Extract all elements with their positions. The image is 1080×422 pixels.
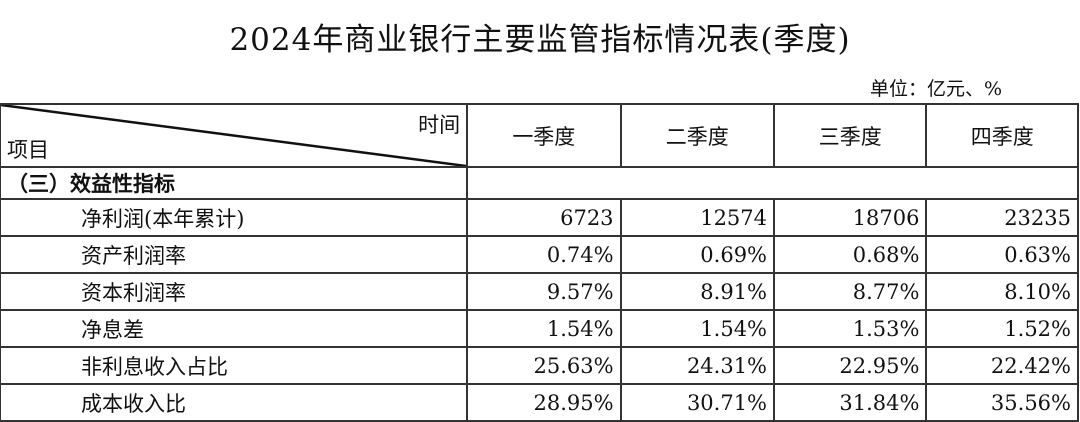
cell: 28.95%: [466, 383, 622, 422]
table-row: 资本利润率 9.57% 8.91% 8.77% 8.10%: [0, 272, 1079, 311]
cell: 30.71%: [619, 383, 776, 422]
header-q1: 一季度: [466, 103, 622, 168]
cell: 25.63%: [466, 346, 622, 385]
indicator-table: 时间 项目 一季度 二季度 三季度 四季度 （三）效益性指标 净利润(本年累计)…: [0, 103, 1079, 422]
section-row: （三）效益性指标: [0, 166, 1079, 200]
cell: 12574: [619, 198, 776, 237]
time-label: 时间: [418, 113, 461, 137]
cell: 1.52%: [925, 309, 1079, 348]
cell: 22.95%: [773, 346, 928, 385]
row-label: 资本利润率: [0, 272, 469, 311]
cell: 24.31%: [619, 346, 776, 385]
row-label: 净息差: [0, 309, 469, 348]
section-title: （三）效益性指标: [0, 166, 469, 200]
cell: 1.54%: [619, 309, 776, 348]
table-row: 成本收入比 28.95% 30.71% 31.84% 35.56%: [0, 383, 1079, 422]
cell: 0.63%: [925, 235, 1079, 274]
row-label: 成本收入比: [0, 383, 469, 422]
cell: 35.56%: [925, 383, 1079, 422]
cell: 1.53%: [773, 309, 928, 348]
item-label: 项目: [7, 138, 49, 162]
cell: 8.77%: [773, 272, 928, 311]
header-q2: 二季度: [619, 103, 776, 168]
header-q4: 四季度: [925, 103, 1079, 168]
row-label: 资产利润率: [0, 235, 469, 274]
header-row: 时间 项目 一季度 二季度 三季度 四季度: [0, 103, 1079, 168]
table-row: 净息差 1.54% 1.54% 1.53% 1.52%: [0, 309, 1079, 348]
unit-note: 单位：亿元、%: [869, 78, 1002, 100]
cell: 6723: [466, 198, 622, 237]
cell: 8.10%: [925, 272, 1079, 311]
row-label: 非利息收入占比: [0, 346, 469, 385]
cell: 0.68%: [773, 235, 928, 274]
header-q3: 三季度: [773, 103, 928, 168]
cell: 8.91%: [619, 272, 776, 311]
cell: 1.54%: [466, 309, 622, 348]
row-label: 净利润(本年累计): [0, 198, 469, 237]
table-row: 净利润(本年累计) 6723 12574 18706 23235: [0, 198, 1079, 237]
table-row: 资产利润率 0.74% 0.69% 0.68% 0.63%: [0, 235, 1079, 274]
section-empty: [466, 166, 1079, 200]
cell: 22.42%: [925, 346, 1079, 385]
table-row: 非利息收入占比 25.63% 24.31% 22.95% 22.42%: [0, 346, 1079, 385]
page-title: 2024年商业银行主要监管指标情况表(季度): [229, 22, 851, 58]
cell: 0.69%: [619, 235, 776, 274]
cell: 31.84%: [773, 383, 928, 422]
cell: 9.57%: [466, 272, 622, 311]
cell: 18706: [773, 198, 928, 237]
cell: 23235: [925, 198, 1079, 237]
cell: 0.74%: [466, 235, 622, 274]
diagonal-header-cell: 时间 项目: [0, 103, 469, 168]
